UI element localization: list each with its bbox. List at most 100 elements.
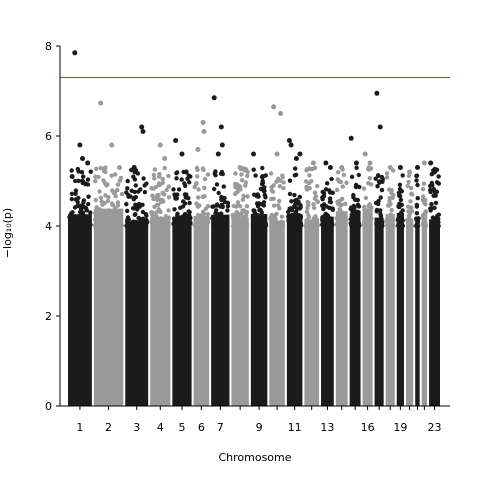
snp-point (160, 180, 165, 186)
x-tick-label: 23 (428, 421, 442, 434)
snp-point (136, 215, 141, 221)
snp-point (281, 180, 286, 185)
snp-point (298, 214, 304, 219)
top-hit-point (421, 160, 427, 166)
snp-point (212, 186, 217, 192)
chromosome-16-points (361, 151, 374, 406)
snp-point (100, 202, 105, 207)
snp-point (178, 205, 183, 210)
snp-point (70, 210, 75, 215)
snp-point (304, 218, 309, 223)
snp-point (386, 187, 392, 192)
snp-point (320, 189, 325, 195)
top-hit-point (286, 138, 292, 143)
snp-point (391, 217, 396, 223)
snp-point (119, 192, 125, 197)
snp-point (218, 204, 223, 209)
snp-point (101, 178, 106, 183)
snp-point (93, 223, 98, 228)
snp-point (364, 213, 369, 218)
snp-point (221, 184, 226, 189)
snp-point (423, 202, 428, 207)
x-ticks: 1 2 3 4 5 6 7 9 11 13 16 19 23 (76, 406, 442, 434)
snp-point (73, 178, 78, 184)
snp-point (93, 217, 98, 223)
chromosome-13-dense-points (321, 216, 334, 406)
snp-point (312, 190, 318, 195)
x-tick-label: 1 (76, 421, 83, 434)
snp-point (405, 183, 410, 189)
snp-point (69, 168, 74, 173)
snp-point (128, 194, 133, 199)
top-hit-point (271, 104, 277, 110)
top-hit-point (117, 165, 122, 170)
snp-point (398, 220, 404, 225)
snp-point (261, 200, 267, 205)
snp-point (73, 197, 79, 202)
snp-point (132, 170, 137, 175)
snp-point (375, 184, 380, 189)
snp-point (327, 190, 333, 195)
chromosome-2-points (92, 100, 125, 406)
top-hit-point (251, 151, 256, 157)
chromosome-15-dense-points (349, 213, 361, 406)
snp-point (414, 173, 419, 179)
top-hit-point (215, 151, 221, 157)
snp-point (214, 223, 220, 228)
snp-point (366, 165, 371, 170)
snp-point (137, 223, 142, 229)
snp-point (312, 223, 317, 229)
y-tick-label: 6 (45, 130, 52, 143)
chromosome-14-points (334, 165, 349, 406)
snp-point (409, 185, 414, 191)
snp-point (323, 187, 329, 192)
snp-point (379, 187, 385, 193)
x-tick-label: 16 (361, 421, 375, 434)
snp-point (86, 194, 91, 199)
snp-point (431, 193, 436, 198)
snp-point (292, 173, 297, 178)
snp-point (151, 172, 157, 178)
snp-point (186, 209, 191, 214)
snp-point (268, 171, 274, 176)
snp-point (109, 220, 114, 226)
snp-point (344, 180, 349, 185)
snp-point (268, 216, 273, 221)
x-tick-label: 4 (157, 421, 164, 434)
snp-point (98, 165, 103, 171)
y-tick-label: 8 (45, 40, 52, 53)
x-tick-label: 2 (105, 421, 112, 434)
snp-point (327, 205, 332, 210)
top-hit-point (387, 165, 393, 170)
snp-point (320, 222, 325, 227)
snp-point (184, 216, 189, 221)
snp-point (337, 222, 342, 227)
snp-point (166, 195, 172, 200)
snp-point (254, 201, 260, 206)
snp-point (277, 198, 282, 204)
snp-point (354, 165, 359, 170)
snp-point (119, 223, 125, 228)
snp-point (113, 194, 118, 199)
snp-point (384, 171, 390, 176)
top-hit-point (397, 165, 403, 170)
snp-point (280, 220, 285, 226)
snp-point (233, 223, 238, 228)
snp-point (423, 209, 428, 215)
chromosome-22-points (420, 160, 428, 406)
x-tick-label: 3 (133, 421, 140, 434)
snp-point (269, 212, 274, 218)
top-hit-point (260, 174, 266, 179)
snp-point (154, 202, 160, 208)
top-hit-point (293, 156, 299, 161)
snp-point (395, 218, 401, 223)
snp-point (144, 181, 149, 186)
snp-point (294, 209, 299, 214)
snp-point (93, 197, 99, 203)
snp-point (112, 190, 118, 195)
snp-point (185, 176, 190, 181)
snp-point (98, 195, 104, 200)
snp-point (312, 165, 318, 170)
snp-point (83, 182, 88, 187)
top-hit-point (200, 120, 206, 125)
